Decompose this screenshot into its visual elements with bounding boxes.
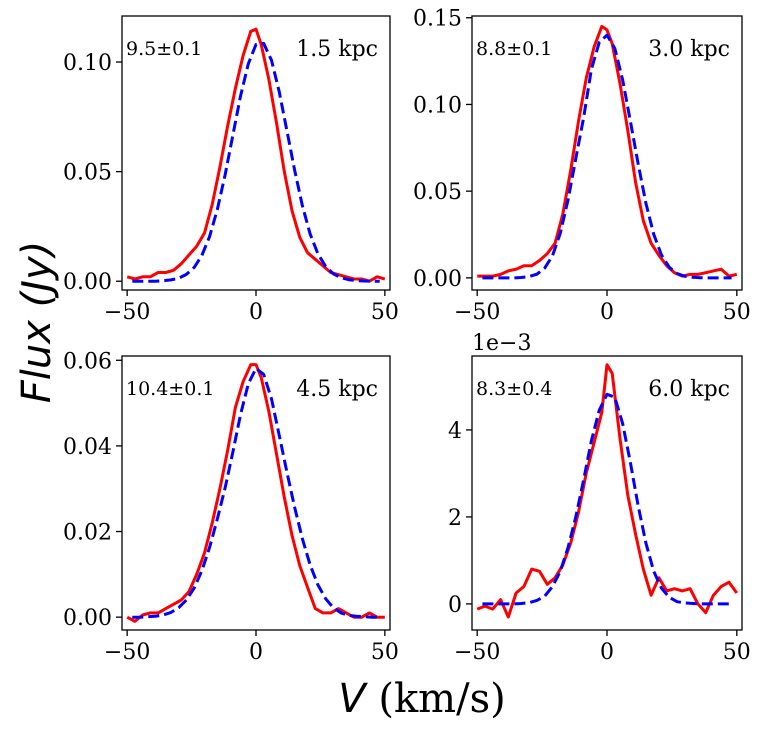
y-tick-label: 0.04 [63,435,112,460]
sigma-label: 8.3±0.4 [476,378,552,400]
x-tick-label: 0 [600,300,614,325]
y-offset-text: 1e−3 [472,331,531,356]
y-tick-label: 0.15 [413,7,462,32]
x-tick-label: 0 [249,300,263,325]
y-tick-label: 0.05 [63,161,112,186]
panel-bottom-right: −50 0 50 0 2 4 1e−3 8.3±0.4 6.0 kpc [448,331,751,665]
x-axis-label: V (km/s) [338,676,505,722]
x-tick-label: 50 [723,640,751,665]
x-tick-label: 50 [723,300,751,325]
y-tick-label: 0.05 [413,180,462,205]
x-tick-label: 0 [600,640,614,665]
distance-label: 6.0 kpc [648,377,730,402]
distance-label: 3.0 kpc [648,37,730,62]
y-tick-label: 2 [448,506,462,531]
fit-line-top-right [482,33,732,280]
series-group [126,27,386,283]
distance-label: 4.5 kpc [296,377,378,402]
x-tick-label: −50 [104,300,150,325]
panel-top-right: −50 0 50 0.00 0.05 0.10 0.15 8.8±0.1 3.0 kpc [413,7,751,325]
y-tick-label: 0.06 [63,349,112,374]
x-tick-label: 0 [249,640,263,665]
sigma-label: 10.4±0.1 [126,378,214,400]
y-tick-label: 0 [448,593,462,618]
sigma-label: 9.5±0.1 [126,38,202,60]
y-tick-label: 0.02 [63,521,112,546]
x-axis-label-symbol: V [338,676,368,722]
panel-top-left: −50 0 50 0.00 0.05 0.10 9.5±0.1 1.5 kpc [63,15,399,325]
x-axis-label-unit: (km/s) [366,676,506,722]
x-tick-label: −50 [104,640,150,665]
x-tick-label: −50 [454,640,500,665]
observed-line-top-right [477,24,738,278]
observed-line-bottom-left [126,363,385,623]
y-tick-label: 0.00 [413,267,462,292]
y-axis-label: Flux (Jy) [14,241,60,404]
y-tick-label: 0.10 [63,51,112,76]
x-tick-label: 50 [371,640,399,665]
fit-line-bottom-left [132,366,380,619]
series-group [477,24,738,280]
series-group [126,363,385,623]
x-tick-label: 50 [371,300,399,325]
observed-line-bottom-right [476,363,739,619]
fit-line-bottom-right [482,392,732,606]
distance-label: 1.5 kpc [296,37,378,62]
panels: −50 0 50 0.00 0.05 0.10 9.5±0.1 1.5 kpc −50 0 50 0.… [63,7,751,665]
fit-line-top-left [132,41,380,283]
y-tick-label: 0.00 [63,606,112,631]
x-tick-label: −50 [454,300,500,325]
observed-line-top-left [126,27,386,283]
y-tick-label: 0.10 [413,93,462,118]
y-tick-label: 0.00 [63,270,112,295]
panel-bottom-left: −50 0 50 0.00 0.02 0.04 0.06 10.4±0.1 4.5 kpc [63,349,399,665]
sigma-label: 8.8±0.1 [476,38,552,60]
y-tick-label: 4 [448,419,462,444]
series-group [476,363,739,619]
